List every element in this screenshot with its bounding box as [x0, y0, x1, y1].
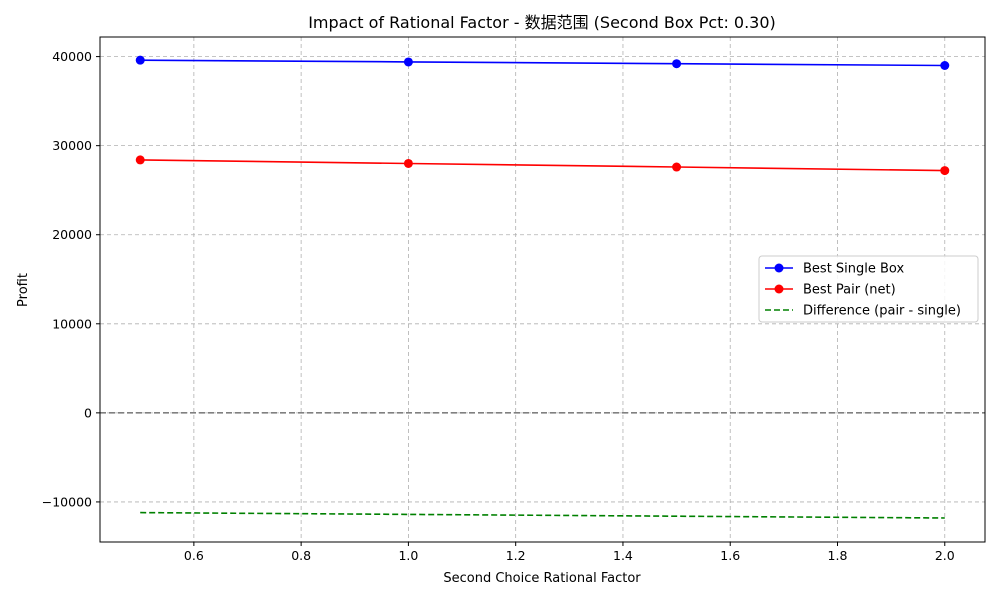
x-axis-label: Second Choice Rational Factor [443, 571, 641, 586]
chart-title: Impact of Rational Factor - 数据范围 (Second… [308, 13, 776, 32]
legend-label: Best Single Box [803, 262, 904, 277]
x-tick-label: 1.4 [613, 548, 633, 563]
y-tick-label: 40000 [52, 49, 92, 64]
x-tick-label: 0.8 [291, 548, 311, 563]
legend-label: Difference (pair - single) [803, 304, 961, 319]
series-line [140, 59, 945, 67]
y-tick-label: 30000 [52, 138, 92, 153]
legend-marker [774, 263, 784, 273]
legend: Best Single Box Best Pair (net) Difference… [758, 255, 979, 323]
y-tick-label: −10000 [42, 494, 92, 509]
data-point [672, 162, 682, 172]
y-tick-label: 10000 [52, 316, 92, 331]
series-line [140, 159, 945, 172]
data-point [135, 155, 145, 165]
y-tick-label: 20000 [52, 227, 92, 242]
legend-marker [774, 284, 784, 294]
x-tick-label: 2.0 [935, 548, 955, 563]
data-point [940, 166, 950, 176]
x-tick-label: 1.0 [398, 548, 418, 563]
legend-box [758, 255, 979, 323]
x-axis-ticks: 0.6 0.8 1.0 1.2 1.4 1.6 1.8 2.0 [184, 542, 955, 563]
data-point [403, 158, 413, 168]
y-axis-label: Profit [16, 273, 31, 307]
series-line [140, 511, 945, 519]
plot-frame [99, 36, 986, 543]
legend-label: Best Pair (net) [803, 283, 896, 298]
data-point [403, 57, 413, 67]
x-tick-label: 1.8 [828, 548, 848, 563]
y-axis-ticks: −10000 0 10000 20000 30000 40000 [42, 49, 100, 509]
y-tick-label: 0 [84, 405, 92, 420]
data-point [940, 61, 950, 71]
x-tick-label: 1.2 [506, 548, 526, 563]
data-point [135, 55, 145, 65]
x-tick-label: 0.6 [184, 548, 204, 563]
series-group [135, 55, 950, 519]
x-tick-label: 1.6 [720, 548, 740, 563]
grid [100, 37, 985, 542]
data-point [672, 59, 682, 69]
